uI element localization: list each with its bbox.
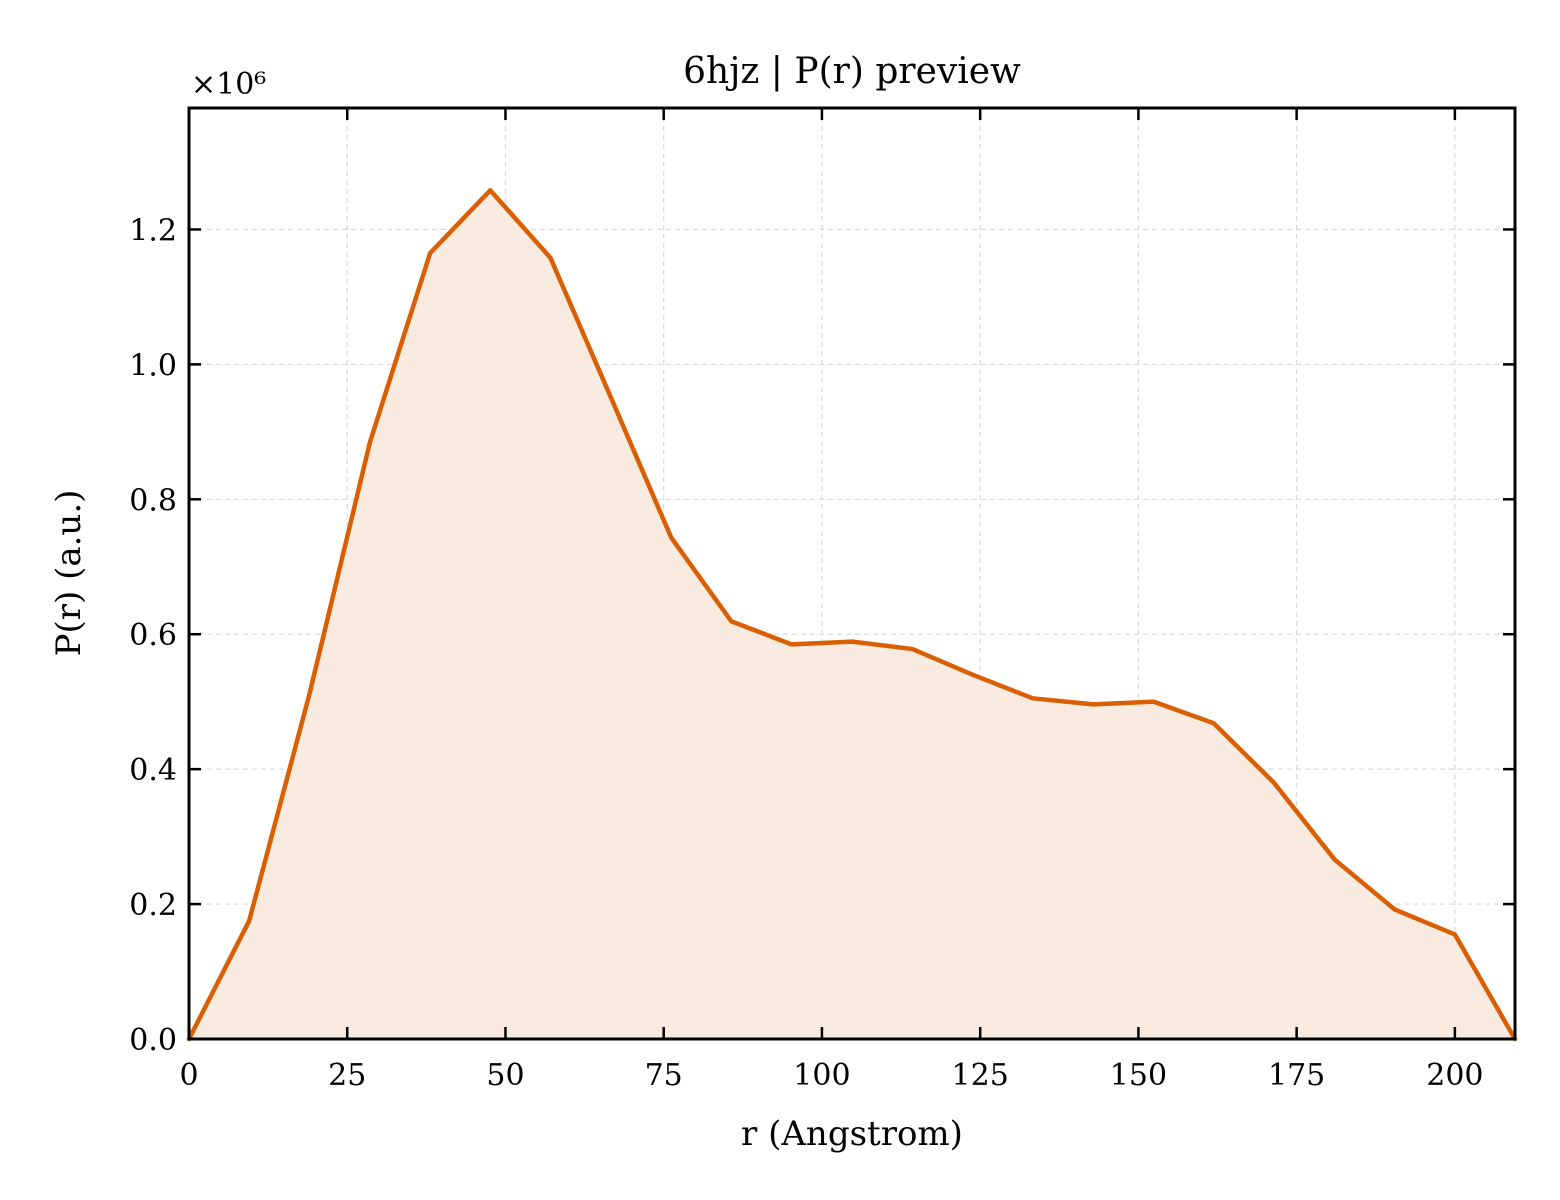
data-layer <box>186 188 1518 1042</box>
x-tick-label: 200 <box>1426 1058 1483 1093</box>
x-tick-label: 100 <box>793 1058 850 1093</box>
x-tick-label: 175 <box>1268 1058 1325 1093</box>
y-axis-label: P(r) (a.u.) <box>49 490 89 657</box>
ticks: 0 25 50 75 100 125 150 175 200 0.0 0.2 0.4 0.6 0.8 1.0… <box>129 108 1515 1093</box>
y-tick-label: 1.0 <box>129 348 177 383</box>
chart-title: 6hjz | P(r) preview <box>683 51 1021 92</box>
y-tick-label: 0.2 <box>129 888 177 923</box>
series-line <box>186 188 1518 1042</box>
labels: 6hjz | P(r) preview r (Angstrom) P(r) (a… <box>49 51 1021 1154</box>
y-offset-label: ×10⁶ <box>191 67 266 102</box>
x-tick-label: 0 <box>179 1058 198 1093</box>
x-tick-label: 75 <box>645 1058 683 1093</box>
plot-frame <box>187 106 1517 1041</box>
x-tick-label: 25 <box>328 1058 366 1093</box>
x-tick-label: 150 <box>1110 1058 1167 1093</box>
x-tick-label: 125 <box>952 1058 1009 1093</box>
y-tick-label: 1.2 <box>129 213 177 248</box>
series-area-fill <box>189 190 1515 1039</box>
y-tick-label: 0.6 <box>129 618 177 653</box>
x-tick-label: 50 <box>486 1058 524 1093</box>
y-tick-label: 0.8 <box>129 483 177 518</box>
y-tick-label: 0.0 <box>129 1023 177 1058</box>
x-axis-label: r (Angstrom) <box>741 1114 963 1154</box>
y-tick-label: 0.4 <box>129 753 177 788</box>
